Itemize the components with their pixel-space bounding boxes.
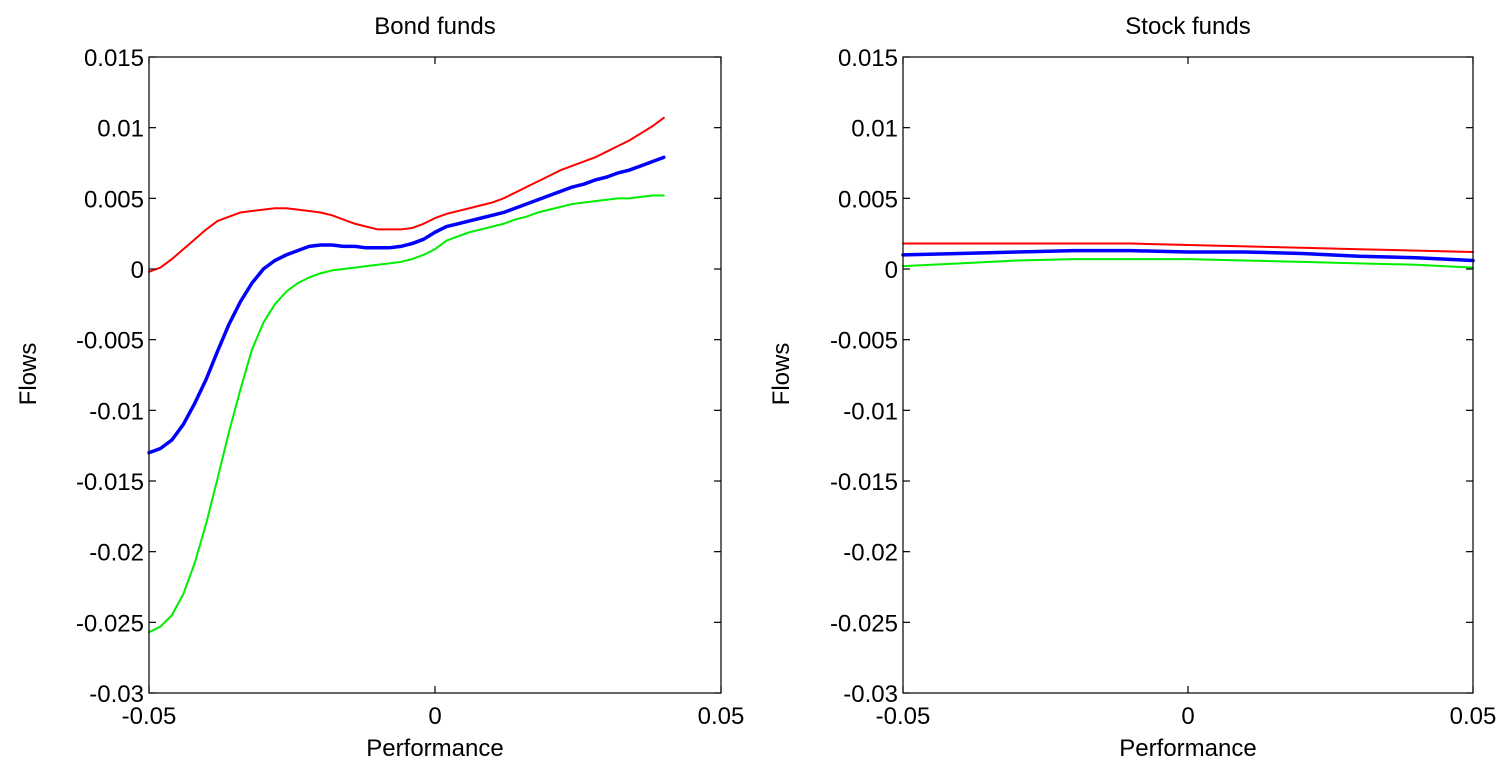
series-group [147,116,666,634]
x-axis-label: Performance [366,735,503,762]
y-tick-label: -0.03 [843,681,898,708]
y-tick-label: -0.01 [89,398,144,425]
y-tick-label: 0.005 [84,186,144,213]
plot-title: Stock funds [1125,13,1250,40]
x-tick-label: 0 [1181,703,1194,730]
y-tick-label: -0.025 [76,610,144,637]
y-tick-label: -0.005 [830,328,898,355]
axes-frame [902,56,1474,694]
series-line-1 [148,116,665,273]
axes-frame [148,56,722,694]
x-tick-label: 0 [428,703,441,730]
y-axis-label: Flows [768,343,795,406]
x-tick-label: -0.05 [876,703,931,730]
y-tick-label: 0.005 [838,186,898,213]
stock-funds-panel: Stock funds Performance Flows 0.015 0.01 0… [768,13,1496,762]
y-tick-label: -0.02 [843,540,898,567]
series-line-3 [148,194,665,634]
y-tick-label: 0 [131,257,144,284]
series-line-2 [147,155,666,455]
y-tick-label: -0.03 [89,681,144,708]
y-tick-label: 0 [885,257,898,284]
x-axis-label: Performance [1119,735,1256,762]
y-tick-label: 0.01 [97,116,144,143]
series-line-3 [902,258,1474,269]
y-tick-label: -0.025 [830,610,898,637]
series-line-1 [902,242,1474,254]
x-tick-label: 0.05 [1450,703,1497,730]
x-tick-label: 0.05 [698,703,745,730]
y-tick-label: -0.005 [76,328,144,355]
plot-title: Bond funds [374,13,495,40]
y-tick-label: -0.02 [89,540,144,567]
bond-funds-panel: Bond funds Performance Flows 0.015 0.01 0.… [15,13,744,762]
y-tick-label: -0.015 [830,469,898,496]
series-line-2 [901,248,1475,263]
series-group [901,242,1475,269]
y-axis-label: Flows [15,343,42,406]
y-tick-label: -0.015 [76,469,144,496]
y-tick-label: 0.015 [838,45,898,72]
y-tick-label: 0.015 [84,45,144,72]
x-tick-label: -0.05 [122,703,177,730]
y-tick-label: -0.01 [843,398,898,425]
y-tick-label: 0.01 [851,116,898,143]
